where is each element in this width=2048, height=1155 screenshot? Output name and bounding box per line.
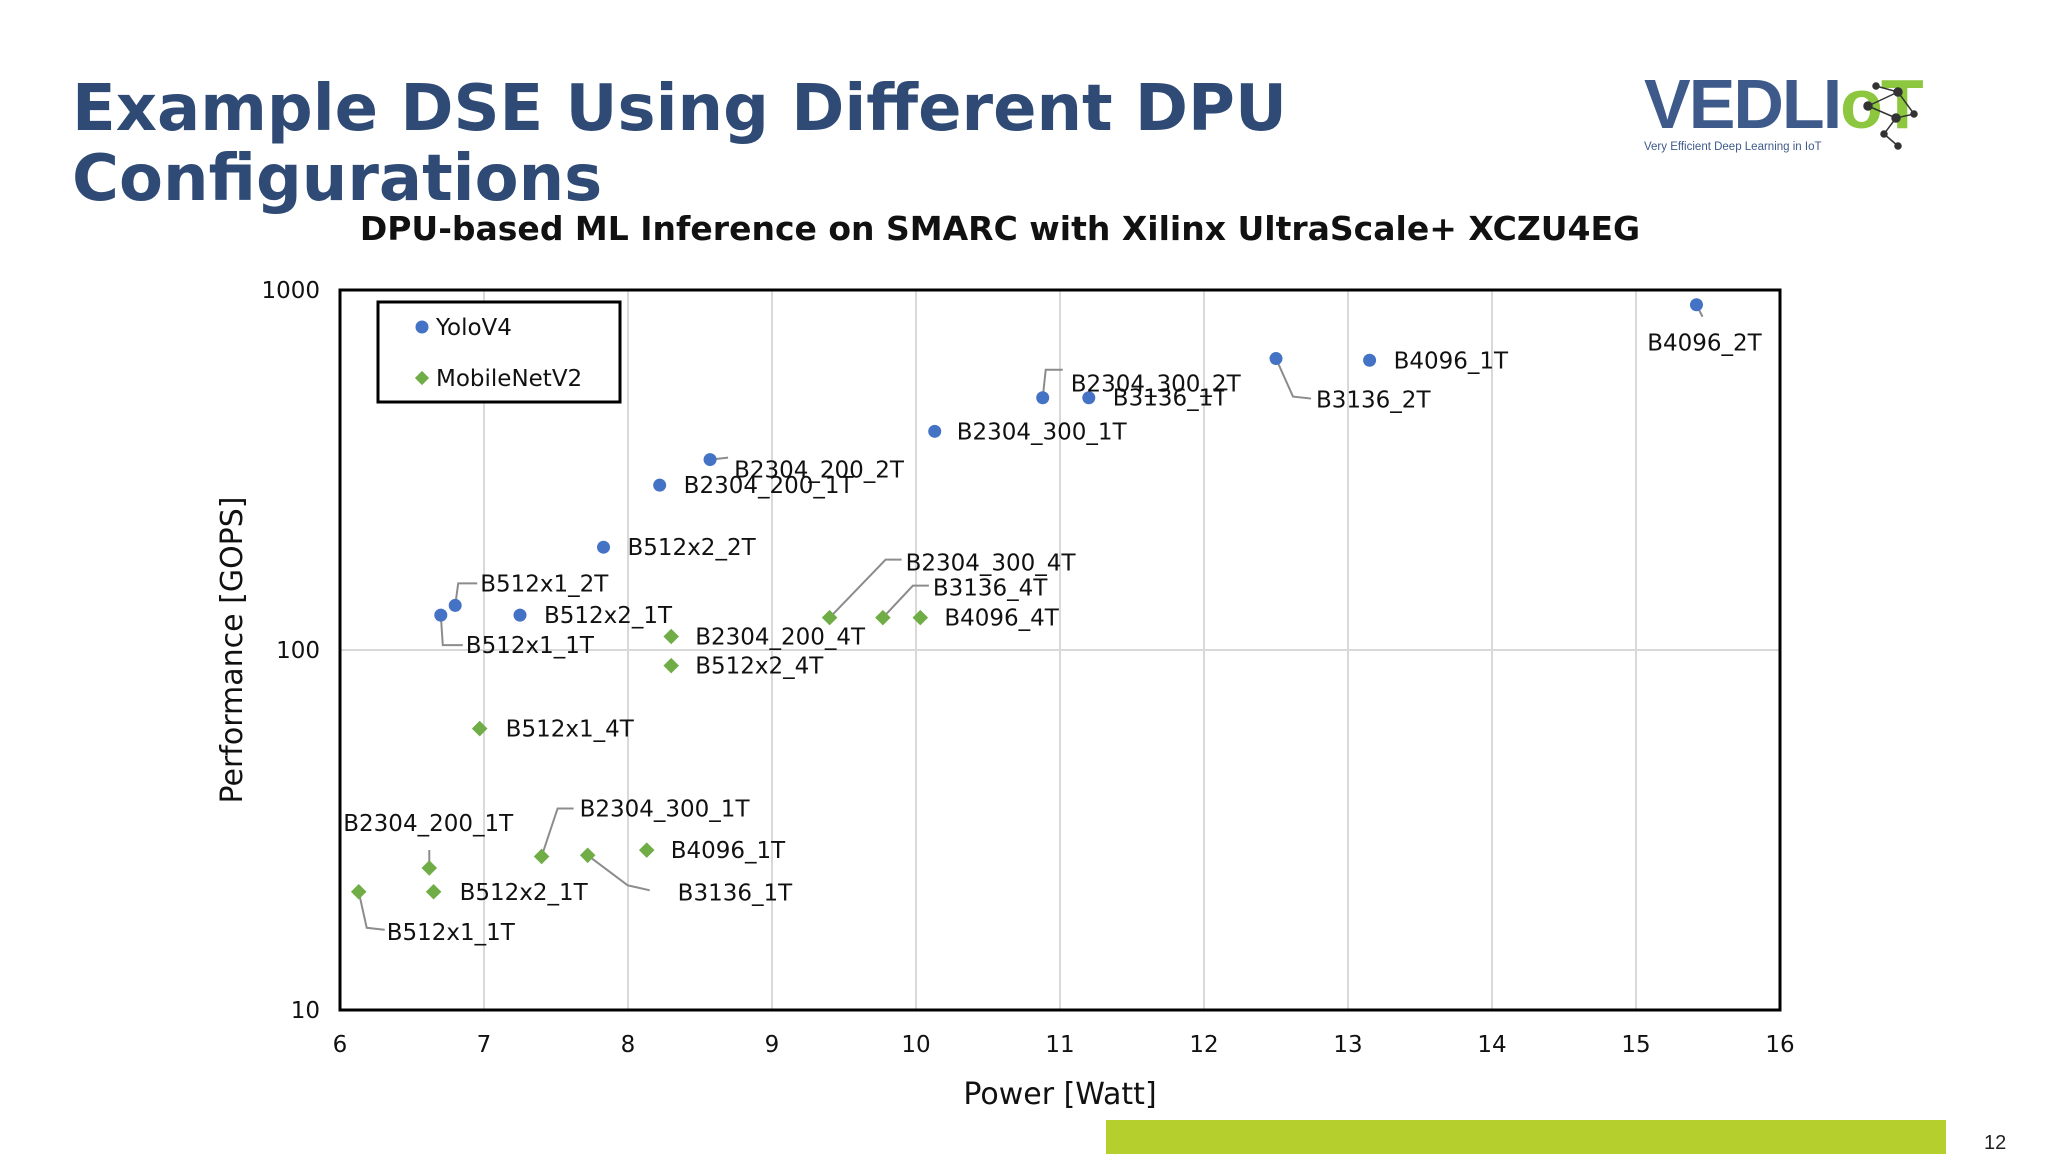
data-label: B4096_4T	[944, 606, 1059, 632]
slide-title: Example DSE Using Different DPU Configur…	[72, 72, 1287, 216]
data-label: B2304_200_1T	[343, 811, 514, 837]
point-yolov4	[928, 424, 942, 438]
point-yolov4	[513, 608, 527, 622]
data-label: B2304_300_1T	[580, 796, 751, 822]
data-label: B512x2_4T	[695, 654, 824, 680]
data-label: B4096_1T	[1394, 348, 1509, 374]
x-tick-label: 13	[1333, 1032, 1362, 1058]
data-label: B3136_4T	[933, 576, 1048, 602]
plot-area	[338, 288, 1782, 1012]
axis-ticks: 6 7 8 9 10 11 12 13 14 15 16 10 100 1000	[261, 278, 1794, 1058]
leader-line	[587, 854, 650, 892]
point-yolov4	[703, 453, 717, 467]
point-mobilenetv2	[663, 657, 679, 674]
data-label: B512x1_4T	[506, 717, 635, 743]
point-yolov4	[1269, 352, 1283, 366]
point-yolov4	[1363, 353, 1377, 367]
y-tick-label: 10	[291, 998, 320, 1024]
legend-label-mobilenetv2: MobileNetV2	[436, 366, 582, 392]
legend-marker-yolov4	[415, 320, 429, 334]
data-label: B2304_200_2T	[734, 458, 905, 484]
logo-wordmark: VEDLIoT	[1644, 65, 1923, 143]
data-label: B512x1_2T	[480, 571, 609, 597]
point-mobilenetv2	[663, 628, 679, 645]
point-mobilenetv2	[638, 842, 655, 858]
x-tick-label: 9	[765, 1032, 780, 1058]
data-label: B4096_1T	[671, 838, 786, 864]
x-tick-label: 15	[1621, 1032, 1650, 1058]
data-label: B2304_300_1T	[957, 419, 1128, 445]
data-label: B512x2_1T	[544, 603, 673, 629]
y-tick-label: 1000	[261, 278, 320, 304]
point-yolov4	[1082, 391, 1096, 405]
x-tick-label: 16	[1765, 1032, 1794, 1058]
leader-line	[439, 615, 463, 647]
grid	[340, 290, 1780, 1010]
leader-line	[357, 891, 385, 931]
logo-tagline: Very Efficient Deep Learning in IoT	[1644, 141, 1822, 153]
leader-line	[1041, 368, 1063, 398]
leader-line	[454, 582, 478, 606]
point-mobilenetv2	[821, 609, 838, 626]
data-labels: B512x1_1T B512x1_2T B512x2_1T B512x2_2T B230…	[343, 331, 1762, 946]
legend-box	[376, 300, 622, 404]
point-yolov4	[1036, 391, 1050, 405]
legend-marker-mobilenetv2	[414, 370, 430, 386]
x-tick-label: 6	[333, 1032, 348, 1058]
point-mobilenetv2	[471, 720, 488, 737]
point-mobilenetv2	[579, 847, 596, 864]
data-label: B512x2_2T	[628, 535, 757, 561]
x-tick-label: 14	[1477, 1032, 1506, 1058]
x-tick-label: 8	[621, 1032, 636, 1058]
point-mobilenetv2	[533, 848, 550, 865]
data-label: B4096_2T	[1647, 331, 1762, 357]
point-mobilenetv2	[421, 860, 438, 876]
leader-line	[1275, 358, 1312, 400]
chart-title: DPU-based ML Inference on SMARC with Xil…	[360, 209, 1640, 248]
legend: YoloV4 MobileNetV2	[376, 300, 622, 404]
x-tick-label: 7	[477, 1032, 492, 1058]
point-mobilenetv2	[912, 609, 929, 626]
point-yolov4	[653, 478, 667, 492]
point-yolov4	[597, 540, 611, 554]
x-tick-label: 12	[1189, 1032, 1218, 1058]
page-number: 12	[1984, 1132, 2007, 1154]
point-mobilenetv2	[425, 884, 442, 900]
leader-line	[882, 584, 929, 619]
data-label: B3136_1T	[1113, 386, 1228, 412]
data-label: B2304_200_1T	[684, 473, 855, 499]
y-axis-label: Performance [GOPS]	[215, 496, 250, 803]
point-yolov4	[448, 598, 462, 612]
data-points	[350, 298, 1703, 900]
x-tick-label: 11	[1045, 1032, 1074, 1058]
data-label: B2304_200_4T	[695, 625, 866, 651]
point-mobilenetv2	[350, 884, 367, 900]
data-label: B2304_300_4T	[906, 551, 1077, 577]
leader-line	[540, 807, 574, 857]
data-label: B512x1_1T	[387, 920, 516, 946]
accent-bar	[1106, 1120, 1946, 1154]
y-tick-label: 100	[276, 638, 320, 664]
data-label: B512x1_1T	[466, 633, 595, 659]
leader-line	[828, 558, 902, 619]
point-mobilenetv2	[875, 609, 891, 626]
point-yolov4	[434, 608, 448, 622]
data-label: B3136_1T	[678, 880, 793, 906]
data-label: B2304_300_2T	[1071, 372, 1242, 398]
point-yolov4	[1689, 298, 1703, 312]
data-label: B512x2_1T	[460, 880, 589, 906]
x-tick-label: 10	[901, 1032, 930, 1058]
network-icon	[1863, 82, 1918, 150]
legend-label-yolov4: YoloV4	[435, 315, 512, 341]
vedliot-logo: VEDLIoT Very Efficient Deep Learning in …	[1644, 65, 1925, 153]
data-label: B3136_2T	[1316, 388, 1431, 414]
x-axis-label: Power [Watt]	[963, 1077, 1156, 1112]
